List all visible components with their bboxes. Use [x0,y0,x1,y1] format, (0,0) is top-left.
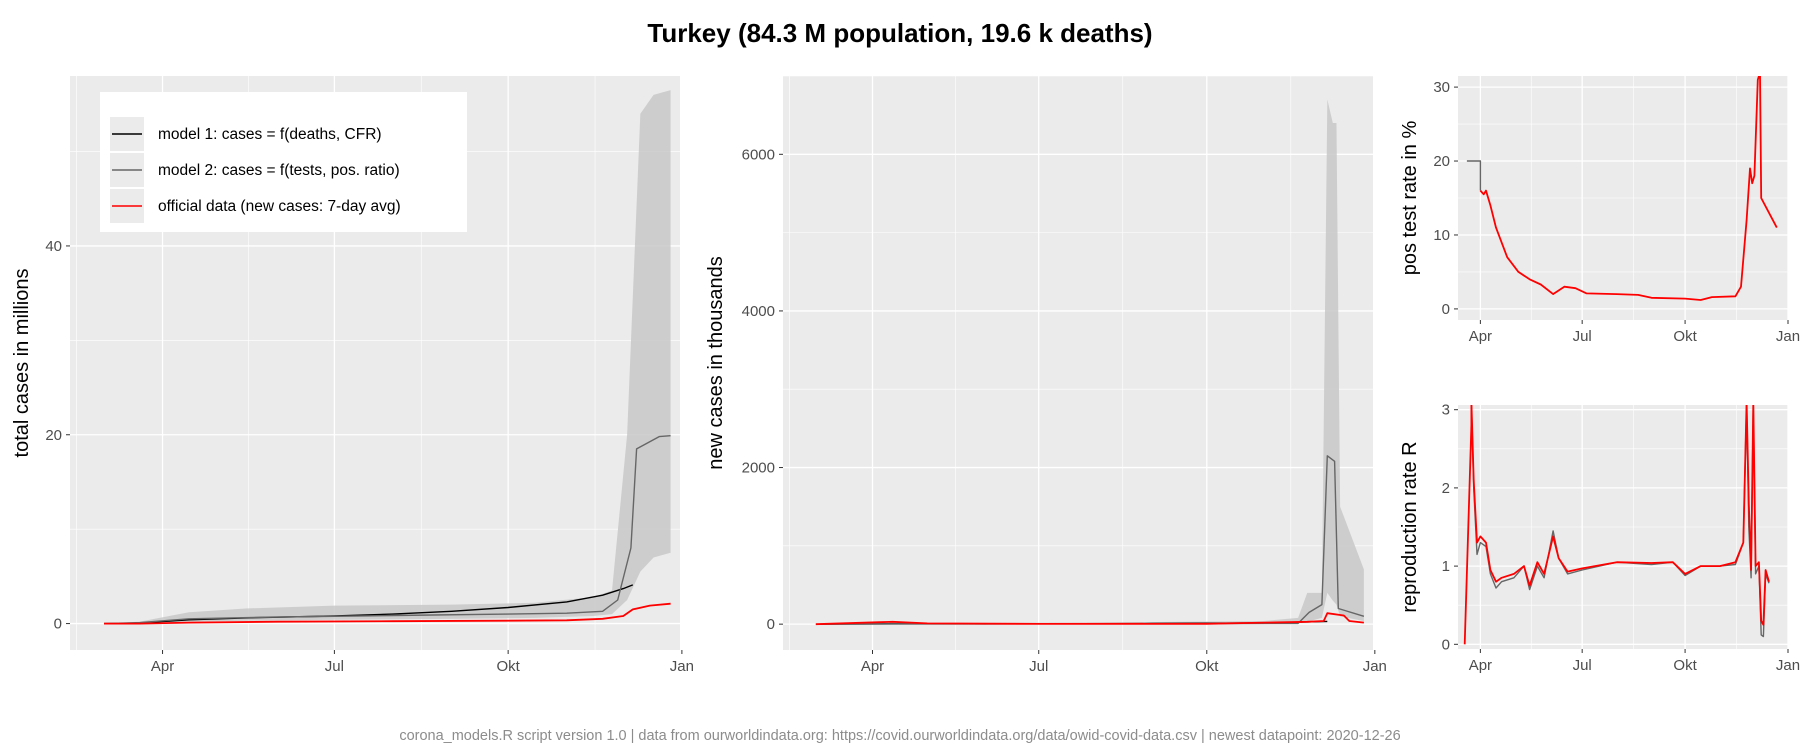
x-tick-label: Jan [670,658,694,675]
x-tick-label: Jan [1363,658,1387,675]
x-tick-label: Jul [325,658,344,675]
y-axis-title: new cases in thousands [705,256,727,469]
y-tick-label: 2 [1442,480,1450,497]
panel-background [783,76,1373,650]
y-axis-title: reproduction rate R [1399,441,1421,612]
y-axis-title: total cases in millions [11,269,33,458]
x-tick-label: Jan [1776,657,1800,674]
plot-area [103,90,671,625]
x-tick-label: Apr [1469,328,1492,345]
x-tick-label: Okt [1195,658,1219,675]
series-line-official [815,612,1364,626]
y-tick-label: 40 [45,238,62,255]
series-line-official [1463,405,1770,645]
legend-label: model 2: cases = f(tests, pos. ratio) [158,162,400,179]
y-tick-label: 20 [45,427,62,444]
gridlines [1458,76,1788,320]
x-tick-label: Apr [861,658,884,675]
plot-area [815,99,1365,626]
x-tick-label: Apr [151,658,174,675]
y-tick-label: 0 [54,616,62,633]
panel-repro: 0 1 2 3 Apr Jul Okt Jan reproduction rate R [1399,402,1800,674]
y-tick-label: 6000 [742,146,775,163]
y-tick-label: 0 [1442,301,1450,318]
panel-new: 0 2000 4000 6000 Apr Jul Okt Jan new cases in th… [705,76,1387,675]
y-tick-label: 0 [1442,636,1450,653]
series-line-model2 [103,435,671,625]
y-axis-title: pos test rate in % [1399,121,1421,276]
x-tick-label: Okt [496,658,520,675]
legend-label: official data (new cases: 7-day avg) [158,198,401,215]
plot-area [1463,405,1770,645]
x-tick-label: Jan [1776,328,1800,345]
y-tick-label: 30 [1433,79,1450,96]
panel-pos: 0 10 20 30 Apr Jul Okt Jan pos test rate in % [1399,76,1800,345]
chart-legend: model 1: cases = f(deaths, CFR) model 2: … [100,92,467,232]
series-line-official [104,602,671,625]
y-tick-label: 1 [1442,558,1450,575]
series-line-model1 [103,584,634,625]
x-tick-label: Okt [1673,657,1697,674]
x-tick-label: Jul [1573,657,1592,674]
y-tick-label: 3 [1442,402,1450,419]
legend-box [100,92,467,232]
x-tick-label: Jul [1029,658,1048,675]
x-tick-label: Jul [1573,328,1592,345]
plot-area [1466,76,1778,301]
series-line-model2 [1466,160,1482,191]
y-tick-label: 20 [1433,153,1450,170]
series-line-official [1479,76,1778,301]
gridlines [1458,405,1788,649]
y-tick-label: 2000 [742,460,775,477]
chart-title: Turkey (84.3 M population, 19.6 k deaths… [647,18,1152,48]
chart-caption: corona_models.R script version 1.0 | dat… [399,728,1400,744]
y-tick-label: 4000 [742,303,775,320]
x-tick-label: Apr [1469,657,1492,674]
x-tick-label: Okt [1673,328,1697,345]
legend-label: model 1: cases = f(deaths, CFR) [158,126,382,143]
y-tick-label: 0 [767,616,775,633]
y-tick-label: 10 [1433,227,1450,244]
